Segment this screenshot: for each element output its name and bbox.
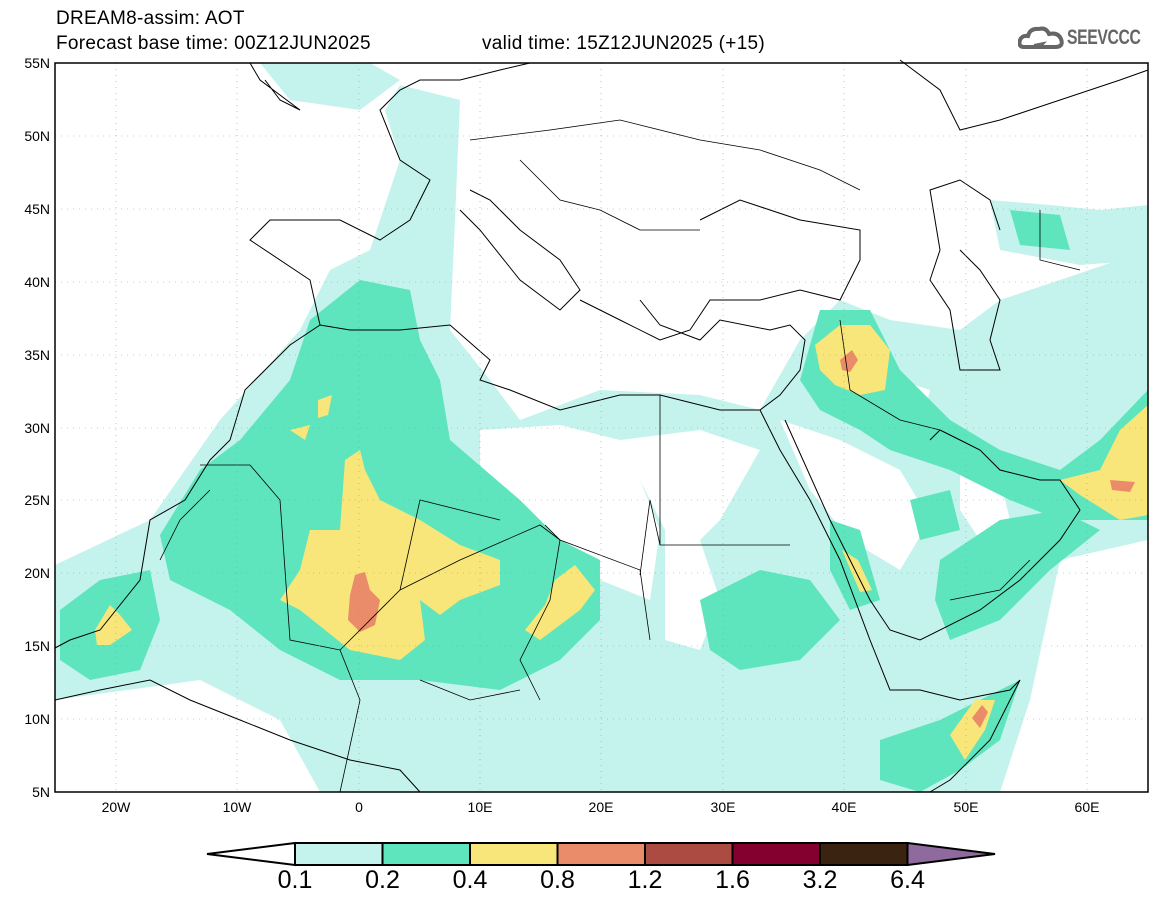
- lon-label: 30E: [710, 799, 736, 815]
- lat-label: 35N: [24, 347, 50, 363]
- lat-label: 50N: [24, 128, 50, 144]
- lon-label: 10W: [222, 799, 252, 815]
- graticule: [55, 63, 1148, 792]
- cloud-icon: [1018, 26, 1064, 49]
- colorbar-swatch: [644, 842, 734, 866]
- map-frame: [54, 62, 1149, 793]
- lon-label: 20W: [101, 799, 131, 815]
- lat-label: 40N: [24, 274, 50, 290]
- lon-label: 40E: [831, 799, 857, 815]
- lat-label: 25N: [24, 492, 50, 508]
- seevccc-logo: SEEVCCC: [1018, 25, 1165, 51]
- valid-time: valid time: 15Z12JUN2025 (+15): [482, 33, 766, 54]
- colorbar-swatch: [469, 842, 559, 866]
- forecast-base-time: Forecast base time: 00Z12JUN2025: [56, 33, 371, 54]
- colorbar-label: 6.4: [890, 866, 925, 894]
- colorbar-label: 1.6: [715, 866, 750, 894]
- aot-below-0.1: [55, 380, 1148, 792]
- colorbar-min-arrow: [206, 841, 296, 867]
- lon-label: 10E: [467, 799, 493, 815]
- lon-label: 50E: [953, 799, 979, 815]
- colorbar-label: 0.4: [452, 866, 488, 894]
- lat-label: 5N: [32, 784, 50, 800]
- lon-label: 0: [355, 799, 363, 815]
- colorbar-swatch: [556, 842, 646, 866]
- title-line1: DREAM8-assim: AOT: [56, 8, 245, 29]
- lat-label: 15N: [24, 638, 50, 654]
- colorbar-label: 1.2: [627, 866, 663, 894]
- colorbar: [206, 841, 996, 867]
- aot-field: [55, 63, 1148, 792]
- colorbar-max-arrow: [906, 841, 996, 867]
- colorbar-swatch: [294, 842, 384, 866]
- coastlines: [54, 59, 1149, 793]
- colorbar-label: 3.2: [802, 866, 838, 894]
- lat-label: 10N: [24, 711, 50, 727]
- colorbar-swatch: [731, 842, 821, 866]
- lat-label: 55N: [24, 55, 50, 71]
- colorbar-label: 0.2: [365, 866, 400, 894]
- colorbar-swatch: [819, 842, 909, 866]
- colorbar-label: 0.1: [277, 866, 313, 894]
- colorbar-swatch: [381, 842, 471, 866]
- lat-label: 20N: [24, 565, 50, 581]
- lat-label: 45N: [24, 201, 50, 217]
- aot-band-0.1-0.2: [55, 63, 1148, 792]
- lon-label: 60E: [1074, 799, 1100, 815]
- colorbar-label: 0.8: [540, 866, 575, 894]
- lon-label: 20E: [588, 799, 614, 815]
- aot-band-0.8-1.2: [348, 350, 1135, 728]
- lat-label: 30N: [24, 420, 50, 436]
